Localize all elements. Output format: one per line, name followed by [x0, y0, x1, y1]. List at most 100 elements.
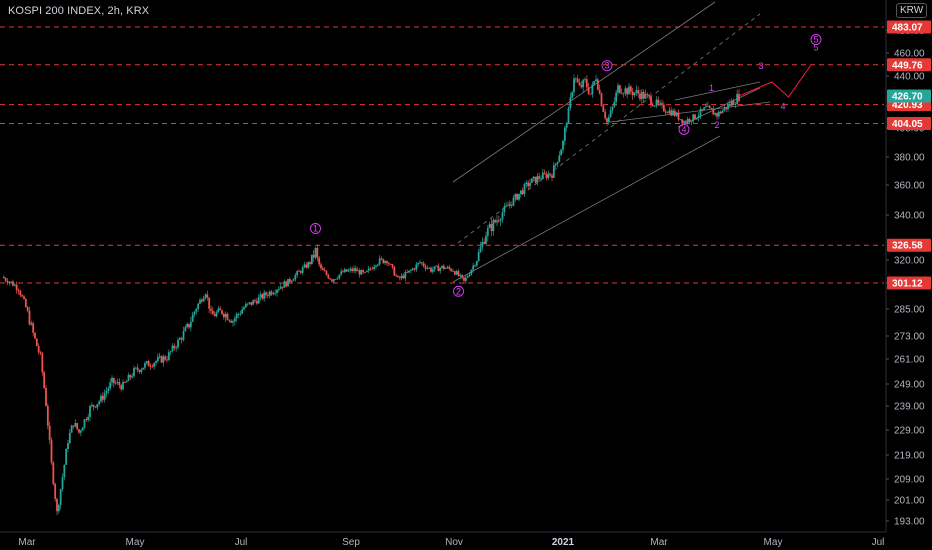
candle-body [283, 281, 286, 288]
candle-body [585, 79, 588, 88]
candle-body [70, 425, 73, 433]
candle-body [408, 270, 410, 273]
wave-major-circle-5 [810, 34, 822, 45]
candle-body [545, 173, 548, 179]
candle-body [189, 321, 192, 328]
y-tick-label: 219.00 [894, 451, 925, 462]
channel-line-3[interactable] [609, 101, 771, 123]
candle-body [354, 268, 357, 272]
level-box-3-text: 404.05 [892, 119, 923, 130]
candle-body [235, 314, 238, 319]
candle-body [59, 489, 62, 506]
candle-body [455, 271, 458, 275]
candle-body [228, 319, 231, 321]
channel-line-4[interactable] [677, 87, 761, 128]
candle-body [312, 254, 315, 258]
candle-body [472, 265, 475, 270]
candle-body [254, 300, 256, 302]
candle-body [686, 118, 689, 123]
candle-body [464, 277, 467, 281]
candle-body [206, 294, 209, 298]
candle-body [525, 182, 528, 184]
y-tick-label: 440.00 [894, 72, 925, 83]
candle-body [199, 299, 201, 304]
candle-body [728, 104, 731, 106]
candle-body [389, 264, 392, 265]
candle-body [301, 267, 304, 273]
candle-body [193, 311, 196, 315]
candle-body [57, 505, 60, 512]
candle-body [717, 111, 720, 117]
candle-body [149, 366, 152, 368]
candle-body [453, 271, 456, 275]
channel-line-2[interactable] [452, 135, 721, 283]
candle-body [716, 113, 718, 117]
candle-body [369, 268, 372, 270]
candle-body [210, 308, 212, 311]
chart-title: KOSPI 200 INDEX, 2h, KRX [8, 5, 150, 17]
x-tick-label: May [764, 537, 783, 548]
candle-body [477, 252, 480, 262]
candle-body [683, 121, 685, 124]
candle-body [444, 268, 447, 270]
candle-body [650, 96, 652, 105]
projection-path[interactable] [738, 65, 811, 98]
channel-line-1[interactable] [457, 13, 761, 244]
candle-body [719, 111, 722, 114]
candle-body [243, 307, 245, 310]
candle-body [714, 113, 717, 115]
candle-body [569, 97, 572, 108]
candle-body [48, 425, 51, 440]
candle-body [46, 406, 49, 426]
currency-badge[interactable]: KRW [896, 3, 928, 18]
candle-body [439, 267, 442, 272]
candle-body [580, 85, 583, 88]
candle-body [8, 281, 11, 283]
level-box-3-bg [887, 117, 931, 131]
candle-body [338, 274, 341, 279]
candle-body [17, 290, 20, 291]
candle-body [415, 264, 418, 270]
candle-body [325, 271, 328, 275]
wave-minor-label-2: 2 [714, 120, 719, 130]
candle-body [675, 112, 678, 116]
candle-body [422, 263, 425, 267]
candle-body [738, 93, 740, 101]
candle-body [292, 279, 295, 281]
candle-body [34, 332, 36, 339]
candle-body [43, 372, 46, 389]
candle-body [457, 271, 460, 276]
candle-body [624, 88, 627, 94]
candle-body [362, 270, 365, 273]
candle-body [706, 105, 709, 107]
level-box-3: 404.05 [887, 117, 931, 131]
channel-line-0[interactable] [452, 1, 716, 183]
candle-body [642, 91, 645, 99]
candle-body [303, 264, 306, 268]
candle-body [574, 78, 577, 80]
candle-body [637, 90, 640, 94]
candle-body [527, 182, 530, 187]
candle-body [420, 262, 423, 264]
candle-body [219, 308, 222, 311]
candle-body [276, 289, 278, 293]
trend-lines[interactable] [452, 1, 771, 283]
candle-body [554, 163, 557, 166]
candle-body [309, 262, 311, 264]
channel-line-5[interactable] [674, 81, 761, 101]
x-tick-label: May [126, 537, 145, 548]
x-tick-label: Jul [235, 537, 248, 548]
candle-body [431, 269, 434, 272]
candle-body [376, 264, 379, 266]
candle-body [732, 100, 735, 105]
candle-body [142, 367, 145, 370]
candle-body [516, 194, 519, 200]
candle-body [160, 356, 163, 363]
candle-body [628, 86, 630, 95]
y-tick-label: 201.00 [894, 496, 925, 507]
candle-body [122, 382, 124, 390]
candle-body [532, 176, 535, 179]
candle-body [266, 295, 269, 296]
candle-body [697, 115, 700, 119]
